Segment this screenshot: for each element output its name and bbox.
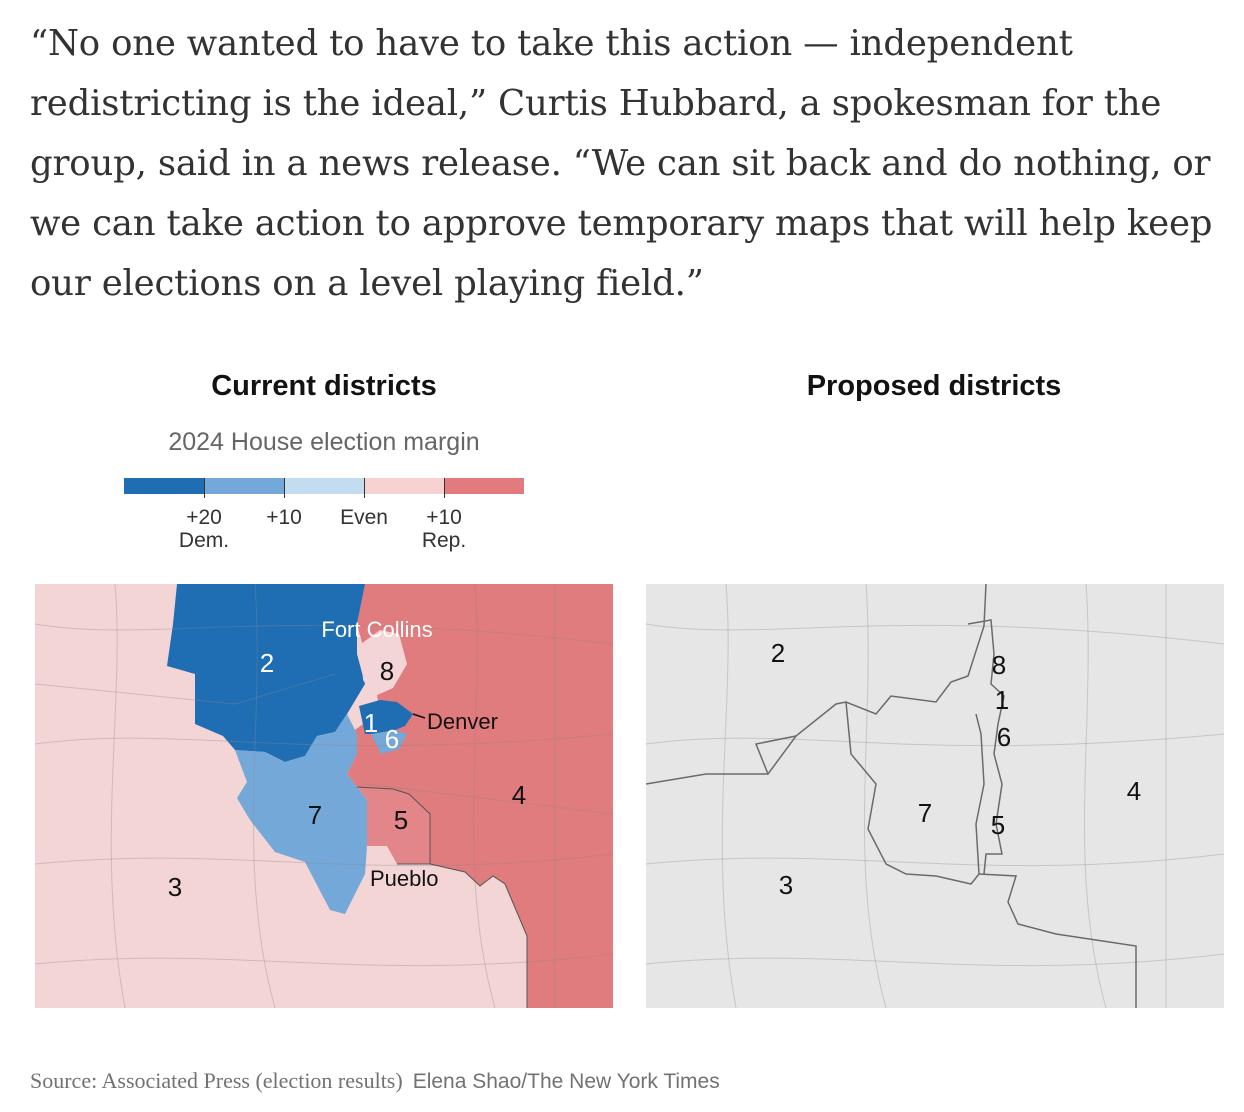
quote-line: “No one wanted to have to take this acti…	[30, 23, 1073, 64]
district-label: 1	[364, 708, 378, 738]
district-5-area	[357, 787, 430, 864]
proposed-districts-title: Proposed districts	[806, 370, 1062, 402]
source-text: Source: Associated Press (election resul…	[30, 1068, 403, 1093]
denver-leader-line	[412, 713, 426, 719]
legend-label-dem10: +10	[244, 506, 324, 529]
district-2-area	[167, 584, 365, 762]
legend-swatch	[124, 478, 204, 494]
legend-swatch	[284, 478, 364, 494]
legend-title: 2024 House election margin	[168, 428, 480, 456]
legend-label-rep10: +10 Rep.	[404, 506, 484, 552]
district-label: 4	[1127, 776, 1141, 806]
current-districts-map: 2 8 1 6 7 5 4 3 Fort Collins Denver Pueb…	[35, 584, 613, 1008]
district-label: 8	[992, 650, 1006, 680]
legend-label-value: +20	[186, 506, 222, 529]
legend-label-party: Dem.	[178, 529, 230, 552]
district-1-area	[359, 700, 413, 734]
legend-tick	[284, 478, 285, 498]
district-7-area	[235, 714, 367, 914]
article-quote: “No one wanted to have to take this acti…	[30, 14, 1220, 314]
legend-label-value: +10	[266, 506, 302, 529]
city-label-pueblo: Pueblo	[370, 866, 439, 891]
legend-label-value: +10	[426, 506, 462, 529]
district-label: 6	[385, 724, 399, 754]
city-label-fort-collins: Fort Collins	[321, 617, 432, 642]
legend-label-even: Even	[324, 506, 404, 529]
district-label: 2	[771, 638, 785, 668]
district-label: 4	[512, 780, 526, 810]
district-6-area	[371, 730, 407, 754]
district-label: 8	[380, 656, 394, 686]
legend-label-party: Rep.	[421, 529, 467, 552]
district-label: 5	[394, 805, 408, 835]
district-label: 6	[997, 722, 1011, 752]
photo-credit: Elena Shao/The New York Times	[412, 1070, 720, 1093]
legend-tick	[364, 478, 365, 498]
district-4-area	[335, 584, 613, 1008]
legend-tick	[444, 478, 445, 498]
district-label: 1	[995, 685, 1009, 715]
city-label-denver: Denver	[427, 709, 498, 734]
legend-tick	[204, 478, 205, 498]
quote-line: we can take action to approve temporary …	[30, 203, 1213, 244]
district-label: 7	[308, 800, 322, 830]
district-label: 3	[168, 872, 182, 902]
legend-swatch	[204, 478, 284, 494]
legend-color-bar	[124, 478, 524, 494]
proposed-districts-map: 2 8 1 6 4 7 5 3	[646, 584, 1224, 1008]
district-label: 2	[260, 648, 274, 678]
road-network	[646, 584, 1224, 1008]
quote-line: group, said in a news release. “We can s…	[30, 143, 1211, 184]
district-label: 5	[991, 810, 1005, 840]
district-label: 7	[918, 798, 932, 828]
district-borders	[356, 786, 528, 1008]
district-borders	[646, 584, 1137, 1008]
quote-line: redistricting is the ideal,” Curtis Hubb…	[30, 83, 1162, 124]
district-8-area	[361, 630, 407, 696]
legend-label-dem20: +20 Dem.	[164, 506, 244, 552]
legend-swatch	[364, 478, 444, 494]
legend-swatch	[444, 478, 524, 494]
current-districts-title: Current districts	[211, 370, 437, 402]
district-label: 3	[779, 870, 793, 900]
legend-label-value: Even	[340, 506, 388, 529]
map-background	[646, 584, 1224, 1008]
source-credit-line: Source: Associated Press (election resul…	[30, 1068, 720, 1094]
road-network	[35, 584, 613, 1008]
quote-line: our elections on a level playing field.”	[30, 263, 704, 304]
